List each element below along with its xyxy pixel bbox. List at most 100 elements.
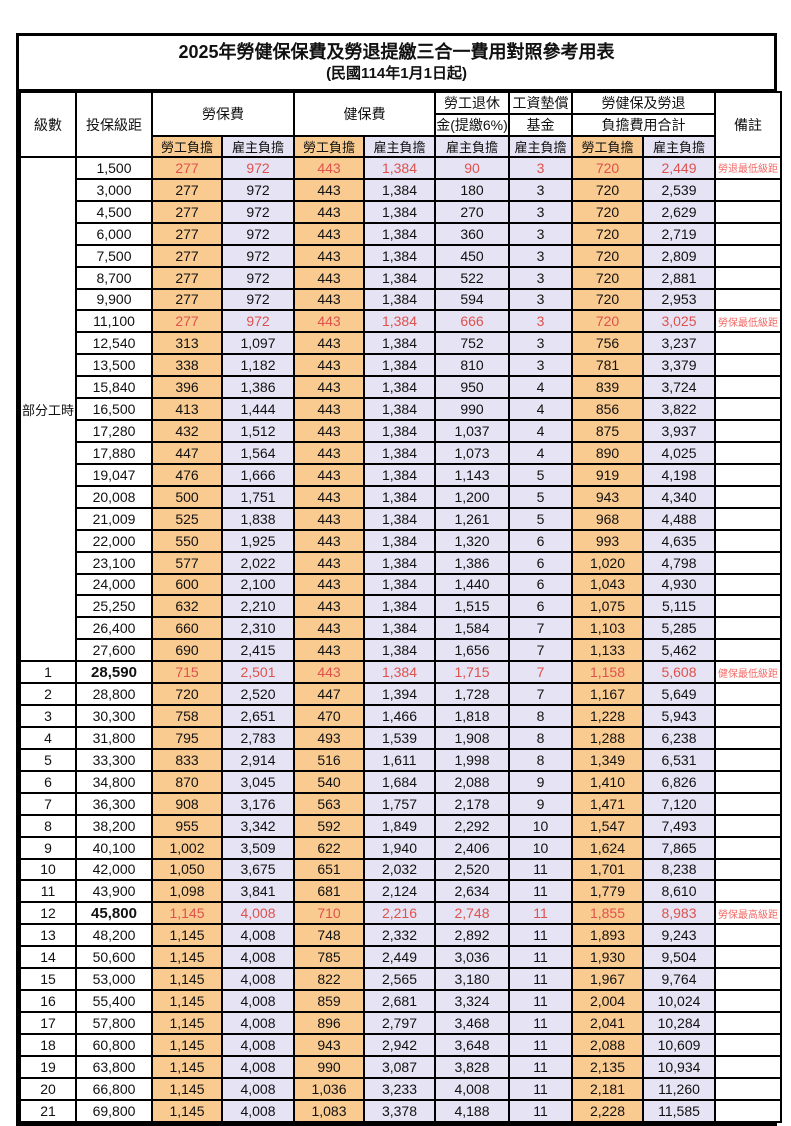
labor-employer-cell: 2,022 <box>221 550 295 575</box>
labor-employee-cell: 277 <box>151 287 223 312</box>
labor-employee-cell: 600 <box>151 572 223 597</box>
total-employer-cell: 3,822 <box>642 397 716 422</box>
total-employee-cell: 2,041 <box>571 1010 644 1035</box>
bracket-cell: 33,300 <box>75 747 153 772</box>
health-employee-cell: 443 <box>293 484 365 509</box>
level-cell: 7 <box>19 791 77 816</box>
wage-fund-employer-cell: 11 <box>508 989 573 1013</box>
pension-employer-cell: 1,037 <box>434 419 510 443</box>
total-employee-cell: 2,181 <box>571 1076 644 1101</box>
wage-fund-employer-cell: 8 <box>508 704 573 728</box>
remark-cell <box>714 923 782 948</box>
pension-employer-cell: 2,892 <box>434 923 510 948</box>
labor-employee-cell: 1,098 <box>151 879 223 904</box>
table-row: 9 40,100 1,002 3,509 622 1,940 2,406 10 1,624 7,8… <box>19 835 782 860</box>
health-employer-cell: 1,940 <box>363 835 436 860</box>
remark-cell <box>714 1076 782 1101</box>
bracket-cell: 57,800 <box>75 1010 153 1035</box>
level-cell: 9 <box>19 835 77 860</box>
health-employee-cell: 540 <box>293 769 365 794</box>
labor-employer-cell: 3,509 <box>221 835 295 860</box>
remark-cell <box>714 265 782 290</box>
bracket-cell: 28,800 <box>75 682 153 707</box>
wage-fund-employer-cell: 3 <box>508 156 573 180</box>
total-employee-cell: 1,167 <box>571 682 644 707</box>
table-row: 19,047 476 1,666 443 1,384 1,143 5 919 4,198 <box>20 462 782 487</box>
header-level: 級數 <box>19 91 77 158</box>
total-employee-cell: 839 <box>571 375 644 400</box>
total-employee-cell: 1,701 <box>571 857 644 882</box>
labor-employee-cell: 1,145 <box>151 967 223 992</box>
wage-fund-employer-cell: 6 <box>508 594 573 619</box>
health-employer-cell: 1,384 <box>363 572 436 597</box>
total-employee-cell: 1,547 <box>571 813 644 838</box>
labor-employee-cell: 577 <box>151 550 223 575</box>
subheader-wage-fund-employer: 雇主負擔 <box>508 135 573 158</box>
pension-employer-cell: 1,818 <box>434 704 510 728</box>
labor-employer-cell: 3,342 <box>221 813 295 838</box>
wage-fund-employer-cell: 11 <box>508 857 573 882</box>
remark-cell <box>714 462 782 487</box>
pension-employer-cell: 2,406 <box>434 835 510 860</box>
bracket-cell: 12,540 <box>75 331 153 356</box>
wage-fund-employer-cell: 7 <box>508 638 573 663</box>
remark-cell <box>714 397 782 422</box>
health-employee-cell: 563 <box>293 791 365 816</box>
labor-employee-cell: 1,145 <box>151 945 223 970</box>
total-employer-cell: 5,115 <box>642 594 716 619</box>
pension-employer-cell: 2,088 <box>434 769 510 794</box>
health-employer-cell: 1,384 <box>363 462 436 487</box>
header-pension-line2: 金(提繳6%) <box>434 113 510 137</box>
total-employee-cell: 1,624 <box>571 835 644 860</box>
labor-employee-cell: 447 <box>151 440 223 465</box>
wage-fund-employer-cell: 11 <box>508 1098 573 1123</box>
total-employer-cell: 3,237 <box>642 331 716 356</box>
labor-employer-cell: 2,783 <box>221 725 295 750</box>
total-employee-cell: 1,855 <box>571 901 644 926</box>
table-row: 17,280 432 1,512 443 1,384 1,037 4 875 3,937 <box>20 419 782 443</box>
health-employer-cell: 1,384 <box>363 660 436 685</box>
remark-cell <box>714 791 782 816</box>
health-employee-cell: 443 <box>293 419 365 443</box>
pension-employer-cell: 2,634 <box>434 879 510 904</box>
bracket-cell: 3,000 <box>75 177 153 202</box>
labor-employer-cell: 2,100 <box>221 572 295 597</box>
bracket-cell: 34,800 <box>75 769 153 794</box>
wage-fund-employer-cell: 7 <box>508 616 573 641</box>
table-row: 26,400 660 2,310 443 1,384 1,584 7 1,103 5,285 <box>20 616 782 641</box>
wage-fund-employer-cell: 4 <box>508 440 573 465</box>
total-employee-cell: 2,228 <box>571 1098 644 1123</box>
table-row: 21,009 525 1,838 443 1,384 1,261 5 968 4,488 <box>20 506 782 531</box>
pension-employer-cell: 1,200 <box>434 484 510 509</box>
wage-fund-employer-cell: 3 <box>508 265 573 290</box>
labor-employer-cell: 1,751 <box>221 484 295 509</box>
total-employer-cell: 5,943 <box>642 704 716 728</box>
pension-employer-cell: 4,008 <box>434 1076 510 1101</box>
total-employer-cell: 5,285 <box>642 616 716 641</box>
health-employer-cell: 1,384 <box>363 265 436 290</box>
labor-employer-cell: 3,675 <box>221 857 295 882</box>
wage-fund-employer-cell: 10 <box>508 813 573 838</box>
wage-fund-employer-cell: 6 <box>508 528 573 553</box>
subheader-health-employer: 雇主負擔 <box>363 135 436 158</box>
labor-employee-cell: 1,145 <box>151 989 223 1013</box>
wage-fund-employer-cell: 11 <box>508 945 573 970</box>
total-employee-cell: 720 <box>571 199 644 224</box>
labor-employer-cell: 4,008 <box>221 1010 295 1035</box>
health-employee-cell: 443 <box>293 528 365 553</box>
pension-employer-cell: 1,320 <box>434 528 510 553</box>
labor-employee-cell: 1,050 <box>151 857 223 882</box>
subheader-labor-employer: 雇主負擔 <box>221 135 295 158</box>
labor-employee-cell: 476 <box>151 462 223 487</box>
header-labor-insurance: 勞保費 <box>151 91 295 137</box>
level-cell: 2 <box>19 682 77 707</box>
pension-employer-cell: 1,515 <box>434 594 510 619</box>
labor-employee-cell: 313 <box>151 331 223 356</box>
remark-cell <box>714 243 782 268</box>
pension-employer-cell: 2,292 <box>434 813 510 838</box>
labor-employee-cell: 277 <box>151 199 223 224</box>
remark-cell <box>714 945 782 970</box>
labor-employer-cell: 972 <box>221 287 295 312</box>
health-employee-cell: 443 <box>293 550 365 575</box>
table-row: 17,880 447 1,564 443 1,384 1,073 4 890 4,025 <box>20 440 782 465</box>
